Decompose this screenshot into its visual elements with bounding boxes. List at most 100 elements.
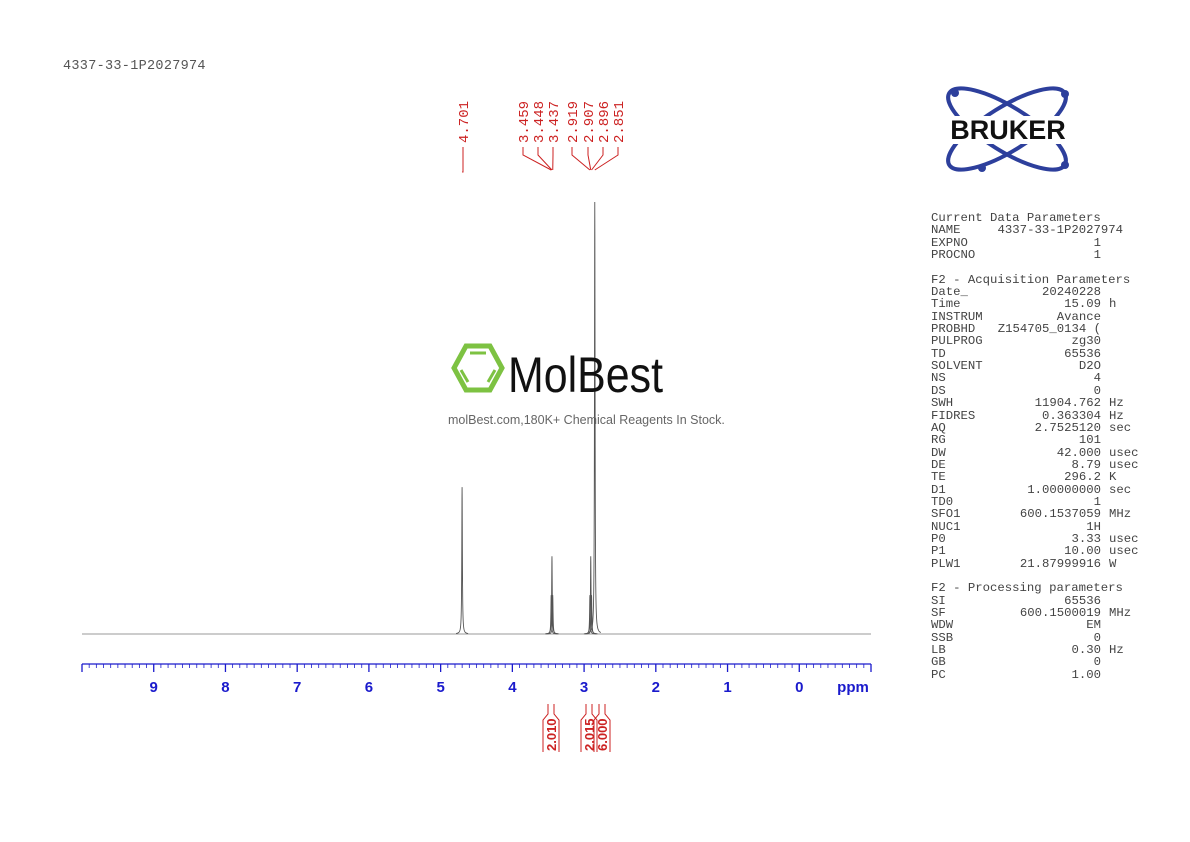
param-label: FIDRES bbox=[931, 408, 976, 423]
param-label: DS bbox=[931, 383, 946, 398]
param-label: P0 bbox=[931, 531, 946, 546]
integral-group: 6.000 bbox=[593, 704, 611, 752]
integral-value: 6.000 bbox=[595, 718, 610, 751]
param-value: 11904.762 bbox=[1034, 396, 1101, 411]
param-value: 21.87999916 bbox=[1019, 556, 1101, 571]
param-value: 2.7525120 bbox=[1034, 420, 1101, 435]
x-axis-label: ppm bbox=[837, 679, 869, 696]
param-value: EM bbox=[1086, 618, 1101, 633]
x-tick-label: 9 bbox=[150, 679, 158, 696]
param-label: INSTRUM bbox=[931, 309, 983, 324]
param-unit: sec bbox=[1109, 420, 1132, 435]
peak-label-group: 2.907 bbox=[582, 101, 598, 171]
x-tick-label: 0 bbox=[795, 679, 803, 696]
sample-title: 4337-33-1P2027974 bbox=[63, 59, 206, 74]
x-tick-label: 4 bbox=[508, 679, 517, 696]
param-section-heading: Current Data Parameters bbox=[931, 211, 1101, 225]
param-label: RG bbox=[931, 433, 946, 448]
param-label: SI bbox=[931, 593, 946, 608]
peak-label-group: 4.701 bbox=[457, 101, 473, 173]
peak-label: 3.448 bbox=[532, 101, 548, 143]
peak-label: 2.851 bbox=[612, 101, 628, 143]
x-tick-label: 5 bbox=[436, 679, 444, 696]
param-label: NS bbox=[931, 371, 946, 386]
param-label: PROBHD bbox=[931, 322, 976, 337]
param-unit: MHz bbox=[1109, 606, 1132, 620]
param-value: 1 bbox=[1093, 235, 1101, 250]
param-value: 0 bbox=[1093, 383, 1101, 398]
peak-label: 2.919 bbox=[566, 101, 582, 143]
peak-label-leader bbox=[571, 147, 591, 171]
x-tick-label: 3 bbox=[580, 679, 588, 696]
peak-label-leader bbox=[537, 147, 553, 171]
param-value: 296.2 bbox=[1064, 470, 1101, 485]
param-unit: h bbox=[1109, 297, 1117, 312]
molbest-watermark-logo: MolBest bbox=[448, 340, 668, 405]
param-value: 20240228 bbox=[1041, 285, 1101, 300]
peak-label-leader bbox=[594, 147, 619, 171]
param-value: 0.363304 bbox=[1041, 408, 1101, 423]
peak-label-group: 2.851 bbox=[594, 101, 628, 171]
integral-group: 2.015 bbox=[580, 704, 598, 752]
param-value: Avance bbox=[1056, 309, 1101, 324]
x-tick-label: 2 bbox=[652, 679, 660, 696]
peak-label-leader bbox=[591, 147, 604, 171]
peak-label-group: 3.437 bbox=[547, 101, 563, 171]
integral-value: 2.010 bbox=[544, 718, 559, 751]
param-label: AQ bbox=[931, 420, 946, 435]
x-tick-label: 8 bbox=[221, 679, 229, 696]
param-value: 15.09 bbox=[1064, 297, 1101, 312]
param-unit: MHz bbox=[1109, 507, 1132, 522]
param-label: Time bbox=[931, 297, 961, 312]
param-section-heading: F2 - Processing parameters bbox=[931, 581, 1123, 596]
param-value: D2O bbox=[1078, 359, 1101, 374]
param-label: SOLVENT bbox=[931, 359, 983, 374]
param-unit: usec bbox=[1109, 544, 1139, 559]
param-unit: Hz bbox=[1109, 643, 1124, 658]
param-value: 8.79 bbox=[1071, 457, 1101, 472]
peak-label-group: 3.448 bbox=[532, 101, 553, 171]
integral-bracket bbox=[542, 704, 560, 752]
param-value: 4337-33-1P2027974 bbox=[997, 223, 1123, 238]
peak-6 bbox=[585, 595, 598, 635]
param-value: 101 bbox=[1078, 433, 1101, 448]
param-label: SSB bbox=[931, 630, 954, 645]
peak-3 bbox=[546, 595, 559, 635]
peak-label-group: 2.896 bbox=[591, 101, 613, 171]
param-label: PC bbox=[931, 667, 946, 682]
param-label: D1 bbox=[931, 482, 946, 497]
param-label: DE bbox=[931, 457, 946, 472]
integral-bracket bbox=[593, 704, 611, 752]
param-value: 1 bbox=[1093, 494, 1101, 509]
param-unit: W bbox=[1109, 556, 1117, 571]
param-unit: Hz bbox=[1109, 396, 1124, 411]
bruker-logo: BRUKER bbox=[920, 82, 1100, 182]
peak-label-leader bbox=[462, 147, 464, 173]
param-value: zg30 bbox=[1071, 334, 1101, 349]
param-value: 600.1537059 bbox=[1019, 507, 1101, 522]
param-value: 600.1500019 bbox=[1019, 606, 1101, 620]
param-label: TD bbox=[931, 346, 946, 361]
peak-label-group: 3.459 bbox=[517, 101, 552, 171]
svg-text:MolBest: MolBest bbox=[508, 347, 663, 400]
param-unit: Hz bbox=[1109, 408, 1124, 423]
param-value: Z154705_0134 ( bbox=[997, 322, 1101, 337]
param-label: SFO1 bbox=[931, 507, 961, 522]
param-label: PULPROG bbox=[931, 334, 983, 349]
param-label: SF bbox=[931, 606, 946, 620]
peak-label-leader bbox=[587, 147, 592, 171]
param-label: PROCNO bbox=[931, 248, 976, 263]
param-value: 0 bbox=[1093, 630, 1101, 645]
peak-label-group: 2.919 bbox=[566, 101, 591, 171]
param-label: PLW1 bbox=[931, 556, 961, 571]
param-label: EXPNO bbox=[931, 235, 968, 250]
peak-label: 3.459 bbox=[517, 101, 533, 143]
param-value: 1 bbox=[1093, 248, 1101, 263]
param-label: WDW bbox=[931, 618, 954, 633]
param-unit: usec bbox=[1109, 531, 1139, 546]
param-label: DW bbox=[931, 445, 946, 460]
param-value: 10.00 bbox=[1064, 544, 1101, 559]
watermark-tagline: molBest.com,180K+ Chemical Reagents In S… bbox=[448, 413, 725, 427]
param-label: TD0 bbox=[931, 494, 954, 509]
